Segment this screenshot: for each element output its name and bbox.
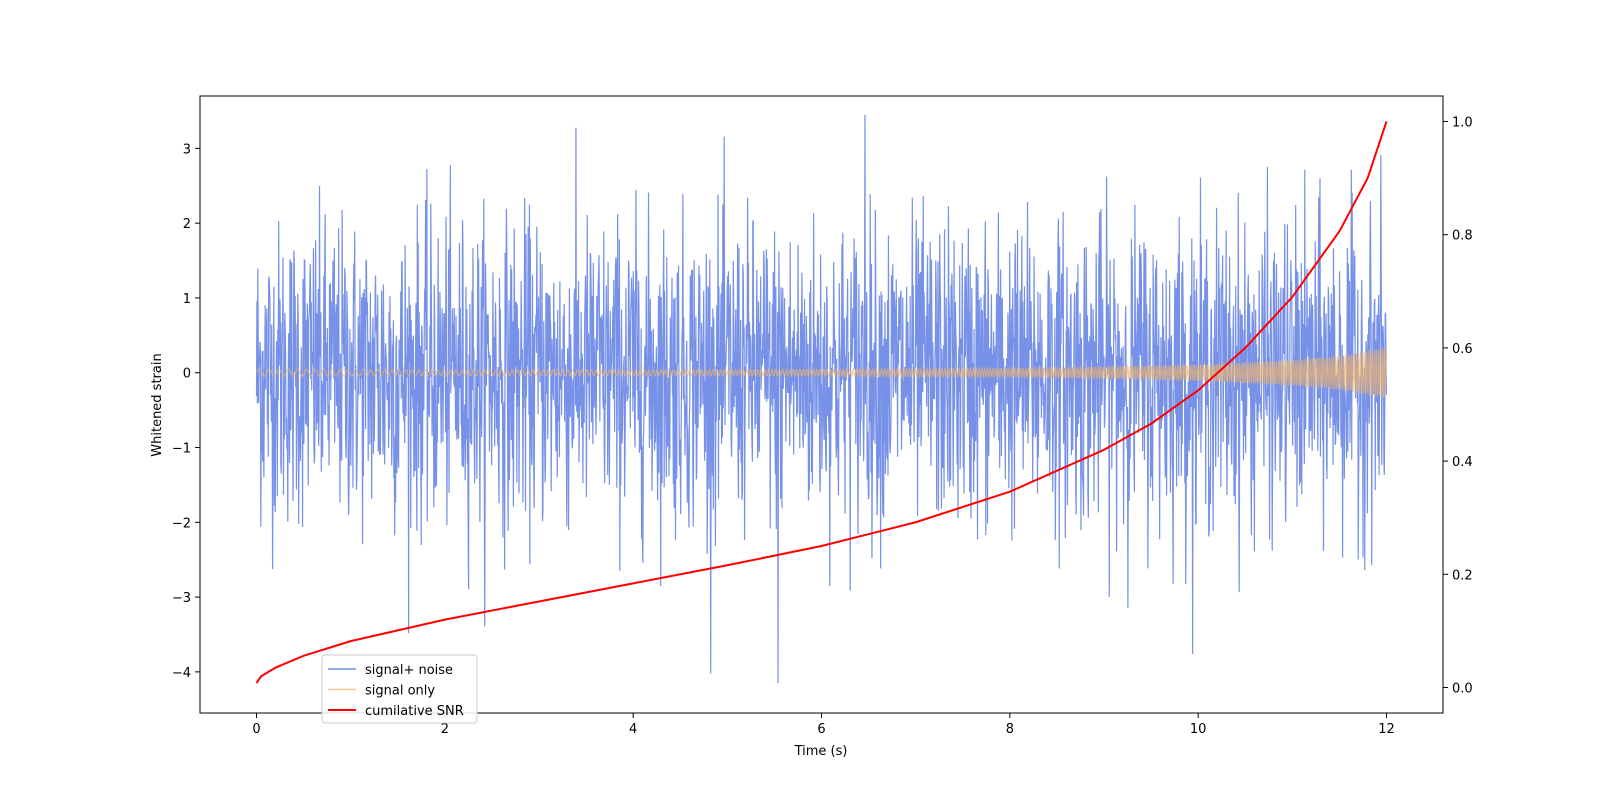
signal-noise-line [255, 114, 1388, 684]
x-tick-label: 10 [1190, 722, 1207, 737]
y2-tick-label: 0.8 [1452, 229, 1473, 244]
x-tick-label: 12 [1378, 722, 1395, 737]
plot-area [255, 114, 1388, 684]
y-axis-left: −4 −3 −2 −1 0 1 2 3 [172, 142, 200, 681]
legend-label: signal only [365, 684, 435, 699]
y-tick-label: −1 [172, 442, 191, 457]
cumulative-snr-line [255, 121, 1388, 684]
signal-only-line [255, 346, 1388, 398]
y-axis-right: 0.0 0.2 0.4 0.6 0.8 1.0 [1443, 115, 1473, 697]
y-tick-label: 0 [183, 367, 191, 382]
y-tick-label: −3 [172, 591, 191, 606]
x-tick-label: 0 [252, 722, 260, 737]
y-tick-label: 1 [183, 292, 191, 307]
y-axis-label: Whitened strain [150, 353, 165, 456]
legend-box [321, 654, 478, 724]
x-axis-label: Time (s) [794, 744, 848, 759]
legend-label: cumilative SNR [365, 704, 464, 719]
y2-tick-label: 1.0 [1452, 115, 1473, 130]
legend: signal+ noise signal only cumilative SNR [321, 654, 478, 724]
y-tick-label: 3 [183, 142, 191, 157]
y-tick-label: 2 [183, 217, 191, 232]
x-tick-label: 2 [441, 722, 449, 737]
y2-tick-label: 0.4 [1452, 455, 1473, 470]
x-tick-label: 4 [629, 722, 637, 737]
y-tick-label: −4 [172, 666, 191, 681]
y2-tick-label: 0.6 [1452, 342, 1473, 357]
x-tick-label: 6 [817, 722, 825, 737]
legend-label: signal+ noise [365, 663, 453, 678]
x-axis: 0 2 4 6 8 10 12 [252, 713, 1395, 737]
y2-tick-label: 0.2 [1452, 568, 1473, 583]
y-tick-label: −2 [172, 516, 191, 531]
y2-tick-label: 0.0 [1452, 682, 1473, 697]
x-tick-label: 8 [1006, 722, 1014, 737]
